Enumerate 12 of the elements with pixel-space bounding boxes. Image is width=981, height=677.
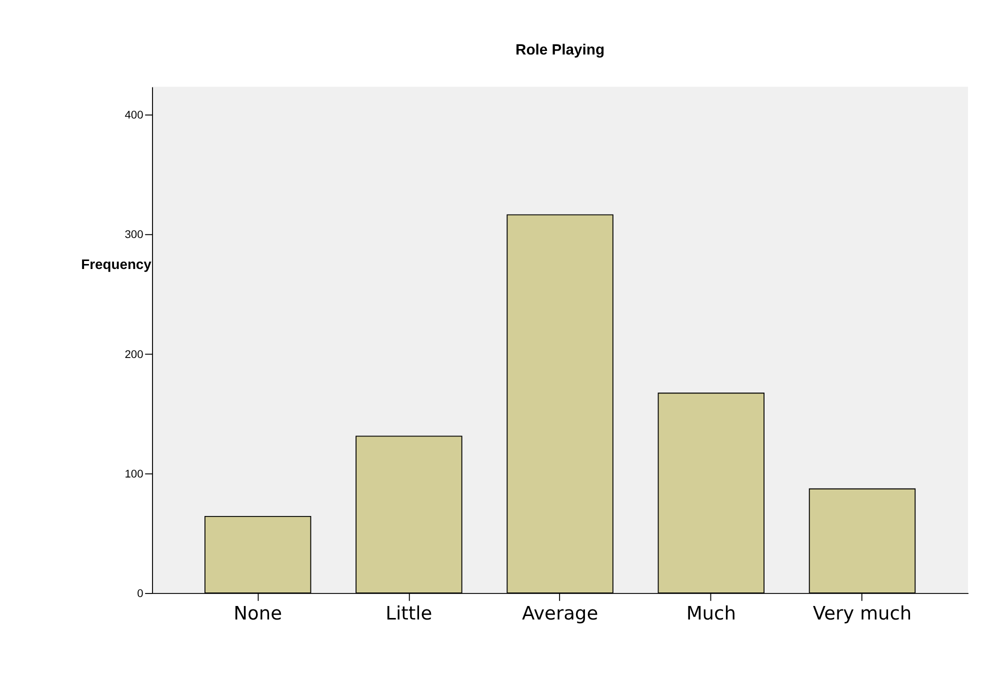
y-tick-label: 300 [124, 229, 144, 242]
chart-title: Role Playing [516, 42, 605, 58]
y-tick-label: 100 [124, 468, 144, 480]
x-tick-label: Little [386, 603, 432, 624]
y-tick-label: 0 [137, 588, 144, 600]
x-tick-label: Much [686, 603, 736, 624]
x-tick-label: None [234, 603, 282, 624]
y-tick-label: 400 [124, 109, 144, 122]
x-tick-label: Average [522, 603, 598, 624]
y-tick-label: 200 [124, 348, 144, 361]
y-axis-title: Frequency [81, 256, 152, 272]
x-tick-label: Very much [812, 603, 912, 624]
